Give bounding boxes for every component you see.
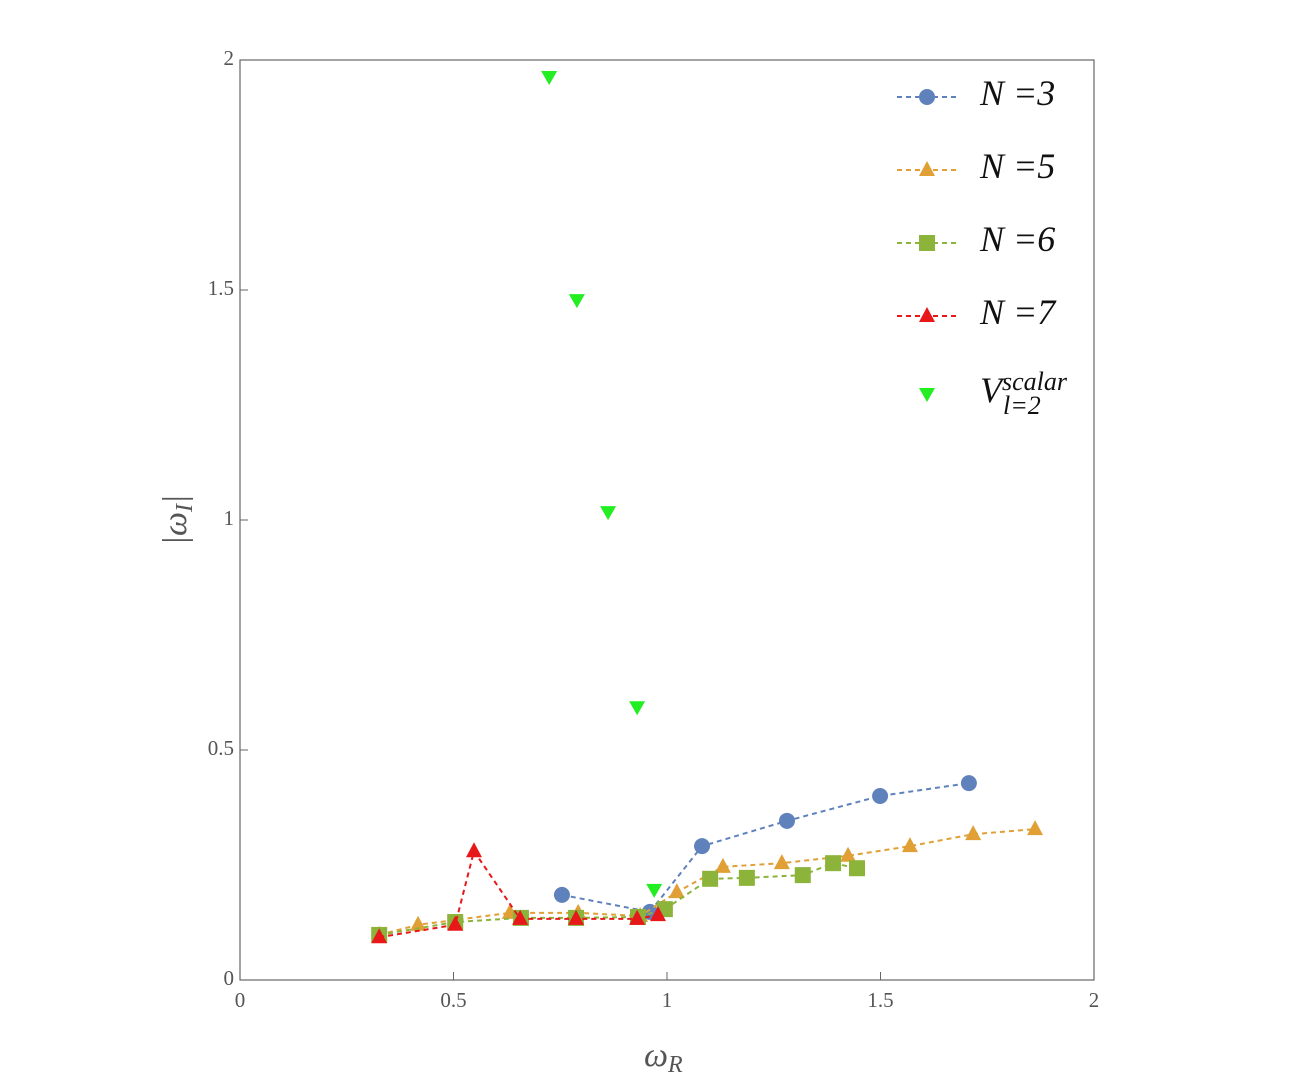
data-point bbox=[901, 837, 918, 853]
data-point bbox=[773, 854, 790, 870]
legend-label: N =6 bbox=[979, 219, 1055, 259]
x-tick-label: 1 bbox=[662, 988, 673, 1012]
data-point bbox=[512, 909, 529, 925]
y-tick-label: 1 bbox=[224, 506, 235, 530]
legend-label: N =5 bbox=[979, 146, 1055, 186]
legend-name: N =3 bbox=[979, 73, 1055, 113]
data-point bbox=[714, 857, 731, 873]
plot-frame bbox=[239, 59, 1095, 981]
legend-label: Vscalar l=2 bbox=[980, 367, 1068, 420]
data-point bbox=[840, 846, 857, 862]
series-line bbox=[378, 828, 1036, 936]
data-point bbox=[849, 860, 866, 877]
y-tick-label: 1.5 bbox=[208, 276, 234, 300]
legend-sup: scalar bbox=[1002, 367, 1068, 396]
y-label-sub: I bbox=[172, 503, 198, 513]
data-point bbox=[694, 838, 711, 855]
data-point bbox=[600, 506, 617, 521]
legend-marker bbox=[919, 89, 935, 105]
legend-marker bbox=[919, 235, 935, 251]
data-point bbox=[668, 883, 685, 899]
y-tick-label: 2 bbox=[224, 46, 235, 70]
y-tick-label: 0 bbox=[224, 966, 235, 990]
legend-marker bbox=[919, 388, 935, 402]
legend-name: N =7 bbox=[979, 292, 1057, 332]
data-point bbox=[629, 909, 646, 925]
data-point bbox=[465, 842, 482, 858]
data-point bbox=[794, 867, 811, 884]
x-tick-label: 1.5 bbox=[867, 988, 893, 1012]
data-point bbox=[410, 915, 427, 931]
x-axis-label: ωR bbox=[644, 1037, 683, 1078]
y-tick-label: 0.5 bbox=[208, 736, 234, 760]
x-tick-label: 2 bbox=[1089, 988, 1100, 1012]
x-tick-label: 0 bbox=[235, 988, 246, 1012]
data-point bbox=[568, 294, 585, 309]
data-point bbox=[738, 869, 755, 886]
y-label-end: | bbox=[157, 495, 194, 504]
legend-name: N =6 bbox=[979, 219, 1055, 259]
data-point bbox=[778, 812, 795, 829]
data-point bbox=[568, 909, 585, 925]
legend-marker bbox=[919, 161, 935, 176]
data-point bbox=[1027, 820, 1044, 836]
legend-label: N =7 bbox=[979, 292, 1057, 332]
x-label-sub: R bbox=[667, 1052, 683, 1078]
x-tick-label: 0.5 bbox=[440, 988, 466, 1012]
legend-name: V bbox=[980, 370, 1006, 410]
data-point bbox=[825, 855, 842, 872]
legend-sub: l=2 bbox=[1003, 391, 1041, 420]
data-point bbox=[960, 775, 977, 792]
legend-marker bbox=[919, 307, 935, 322]
data-point bbox=[646, 883, 663, 898]
data-point bbox=[650, 906, 667, 922]
y-label-main: |ω bbox=[157, 512, 194, 545]
data-point bbox=[629, 701, 646, 716]
series-line bbox=[379, 862, 858, 936]
legend-label: N =3 bbox=[979, 73, 1055, 113]
data-point bbox=[447, 915, 464, 931]
data-point bbox=[541, 71, 558, 86]
data-point bbox=[553, 886, 570, 903]
x-label-main: ω bbox=[644, 1037, 668, 1074]
data-point bbox=[965, 825, 982, 841]
data-point bbox=[702, 870, 719, 887]
data-point bbox=[872, 788, 889, 804]
y-axis-label: |ωI| bbox=[157, 495, 198, 546]
legend-name: N =5 bbox=[979, 146, 1055, 186]
data-point bbox=[371, 928, 388, 944]
